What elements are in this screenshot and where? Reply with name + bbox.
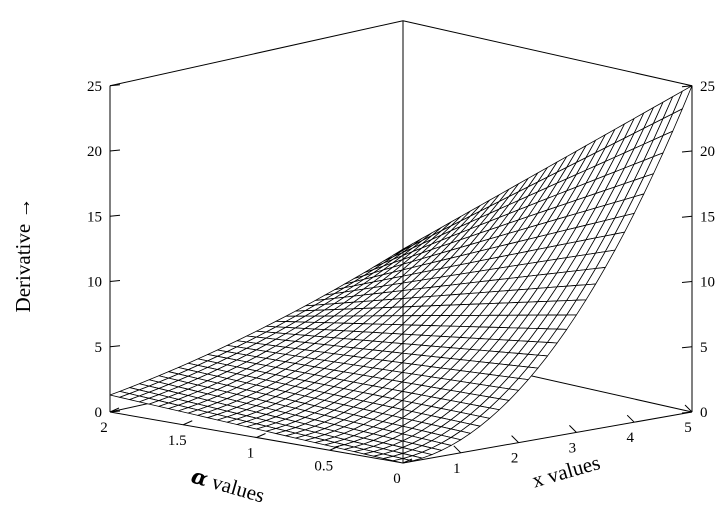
x-tick-label: 4 (626, 430, 634, 446)
z-tick-label-right: 0 (700, 405, 708, 421)
z-tick-label-left: 25 (87, 79, 102, 95)
back-top-edge-alpha-side (109, 20, 404, 87)
x-tick-label: 2 (511, 451, 519, 467)
plot-box-front-edges (402, 85, 693, 463)
alpha-tick-label: 1 (247, 446, 255, 462)
alpha-symbol: α (189, 463, 211, 491)
z-tick-left (109, 214, 121, 217)
z-tick-right (681, 150, 693, 153)
z-tick-label-right: 25 (700, 79, 715, 95)
alpha-tick-label: 2 (100, 420, 108, 436)
alpha-tick (256, 433, 266, 438)
alpha-title-text: values (209, 470, 267, 508)
alpha-tick-label: 0 (393, 471, 401, 487)
z-tick-label-left: 5 (95, 340, 103, 356)
z-tick-right (681, 85, 693, 88)
z-tick-label-left: 0 (95, 405, 103, 421)
z-tick-left (109, 149, 121, 152)
z-tick-right (681, 346, 693, 349)
alpha-tick (329, 445, 339, 451)
x-tick (569, 425, 577, 433)
alpha-tick-label: 0.5 (314, 458, 333, 474)
z-tick-left (109, 84, 121, 87)
x-tick (453, 445, 462, 454)
z-tick-right (681, 215, 693, 218)
floor-edge-x-axis (402, 411, 693, 464)
back-top-edge-x-side (402, 20, 693, 87)
x-tick-label: 1 (453, 461, 461, 477)
x-axis-title: x values (529, 450, 602, 492)
z-tick-right (681, 411, 693, 414)
x-tick-label: 5 (684, 420, 692, 436)
z-axis-title: Derivative → (11, 198, 35, 313)
surface-mesh (109, 85, 693, 464)
z-tick-right (681, 281, 693, 283)
z-tick-left (109, 345, 121, 348)
alpha-tick (109, 407, 120, 413)
alpha-tick-label: 1.5 (168, 433, 187, 449)
z-tick-label-left: 20 (87, 144, 102, 160)
x-tick (684, 404, 693, 413)
alpha-axis-title: α values (189, 463, 268, 508)
z-tick-label-right: 10 (700, 275, 715, 291)
z-tick-label-right: 20 (700, 144, 715, 160)
x-tick (511, 435, 519, 443)
z-tick-left (109, 280, 121, 282)
z-tick-left (109, 410, 121, 413)
z-tick-label-right: 15 (700, 209, 715, 225)
alpha-tick (402, 458, 413, 464)
x-tick-label: 3 (569, 440, 577, 456)
x-tick (626, 414, 635, 423)
z-tick-label-right: 5 (700, 340, 708, 356)
svg-text:α values: α values (189, 463, 268, 508)
z-tick-label-left: 15 (87, 209, 102, 225)
alpha-tick (183, 420, 193, 426)
z-tick-label-left: 10 (87, 275, 102, 291)
